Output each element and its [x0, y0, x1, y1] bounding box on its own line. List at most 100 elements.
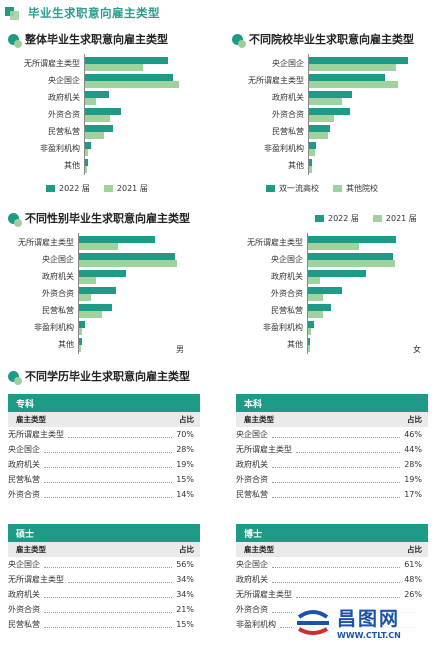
col-header-share: 占比 [407, 415, 422, 424]
bar-series-a [308, 270, 366, 277]
table-row: 政府机关 48% [236, 572, 428, 587]
table-row: 政府机关 34% [8, 587, 200, 602]
tick-label: 无所谓雇主类型 [24, 59, 80, 68]
site-watermark: 昌图网 WWW.CTLT.CN [293, 599, 443, 645]
legend-swatch [46, 185, 55, 192]
bar-series-a [85, 159, 88, 166]
table-title: 博士 [236, 524, 428, 542]
tick-label: 非盈利机构 [34, 323, 74, 332]
col-header-type: 雇主类型 [16, 415, 46, 424]
section-head-gender: 不同性别毕业生求职意向雇主类型 [8, 210, 190, 227]
row-share: 56% [176, 560, 194, 569]
table-header: 雇主类型 占比 [8, 542, 200, 557]
bullet-icon [8, 370, 22, 385]
legend-swatch [266, 185, 275, 192]
tick-label: 民营私营 [272, 127, 304, 136]
row-type: 外资合资 [236, 605, 268, 614]
row-type: 央企国企 [8, 560, 40, 569]
table-row: 政府机关 19% [8, 457, 200, 472]
bar-series-b [79, 328, 82, 335]
table-title: 硕士 [8, 524, 200, 542]
tick-label: 非盈利机构 [264, 144, 304, 153]
table-row: 无所谓雇主类型 70% [8, 427, 200, 442]
row-type: 非盈利机构 [236, 620, 276, 629]
table-row: 央企国企 28% [8, 442, 200, 457]
row-share: 34% [176, 575, 194, 584]
bar-series-b [79, 294, 92, 301]
tick-label: 外资合资 [272, 110, 304, 119]
bar-series-b [79, 345, 81, 352]
row-share: 15% [176, 620, 194, 629]
tick-label: 其他 [58, 340, 74, 349]
table-title: 专科 [8, 394, 200, 412]
watermark-url: WWW.CTLT.CN [337, 631, 401, 640]
legend-item-2021: 2021 届 [372, 213, 417, 224]
table-row: 无所谓雇主类型 44% [236, 442, 428, 457]
row-type: 民营私营 [236, 490, 268, 499]
bar-series-b [309, 115, 334, 122]
bar-series-a [79, 321, 85, 328]
bar-series-a [309, 57, 408, 64]
bar-series-a [309, 159, 312, 166]
table-title: 本科 [236, 394, 428, 412]
site-logo-icon [297, 610, 329, 635]
row-leader [44, 452, 173, 453]
legend-label: 2022 届 [59, 184, 90, 193]
bar-series-a [79, 253, 176, 260]
bar-series-b [309, 81, 399, 88]
bar-series-b [79, 311, 103, 318]
bar-series-b [85, 81, 179, 88]
row-type: 民营私营 [8, 475, 40, 484]
row-share: 15% [176, 475, 194, 484]
bar-series-b [309, 98, 342, 105]
table-rows: 无所谓雇主类型 70% 央企国企 28% 政府机关 19% 民营私营 15% 外资合资 14% [8, 427, 200, 502]
row-type: 无所谓雇主类型 [8, 575, 64, 584]
bar-series-a [79, 338, 82, 345]
tick-label: 非盈利机构 [263, 323, 303, 332]
bullet-icon [8, 33, 22, 48]
col-header-type: 雇主类型 [244, 415, 274, 424]
table-row: 外资合资 21% [8, 602, 200, 617]
row-share: 34% [176, 590, 194, 599]
legend-item-2022: 2022 届 [315, 213, 359, 224]
col-header-share: 占比 [179, 415, 194, 424]
row-leader [296, 597, 401, 598]
bar-series-b [79, 277, 96, 284]
bar-series-b [79, 260, 177, 267]
bar-series-a [308, 321, 314, 328]
table-row: 民营私营 15% [8, 617, 200, 632]
chart-title-overall: 整体毕业生求职意向雇主类型 [25, 33, 168, 46]
row-type: 央企国企 [236, 430, 268, 439]
bar-series-a [309, 108, 351, 115]
row-leader [272, 482, 401, 483]
bar-series-b [308, 311, 324, 318]
row-share: 48% [404, 575, 422, 584]
bar-series-a [85, 125, 113, 132]
row-leader [44, 597, 173, 598]
table-rows: 央企国企 46% 无所谓雇主类型 44% 政府机关 28% 外资合资 19% 民营私营 17% [236, 427, 428, 502]
row-share: 14% [176, 490, 194, 499]
col-header-type: 雇主类型 [244, 545, 274, 554]
bar-series-a [85, 74, 173, 81]
legend-label: 2021 届 [385, 214, 417, 223]
legend-swatch [315, 215, 324, 222]
bar-series-a [309, 142, 316, 149]
row-leader [272, 582, 401, 583]
table-row: 民营私营 15% [8, 472, 200, 487]
row-leader [272, 437, 401, 438]
row-leader [272, 567, 401, 568]
table-row: 央企国企 46% [236, 427, 428, 442]
tick-label: 无所谓雇主类型 [18, 238, 74, 247]
chart-title-degree: 不同学历毕业生求职意向雇主类型 [25, 370, 190, 383]
row-leader [44, 567, 173, 568]
table-bachelor: 本科 雇主类型 占比 央企国企 46% 无所谓雇主类型 44% 政府机关 28% 外资合资 19… [236, 394, 428, 502]
tick-label: 外资合资 [271, 289, 303, 298]
row-type: 央企国企 [8, 445, 40, 454]
tick-label: 无所谓雇主类型 [247, 238, 303, 247]
bar-series-b [308, 277, 321, 284]
legend-label: 其他院校 [346, 184, 378, 193]
legend-item-2021: 2021 届 [103, 183, 148, 194]
legend-label: 双一流高校 [279, 184, 319, 193]
legend-item-2022: 2022 届 [46, 183, 90, 194]
row-type: 民营私营 [8, 620, 40, 629]
